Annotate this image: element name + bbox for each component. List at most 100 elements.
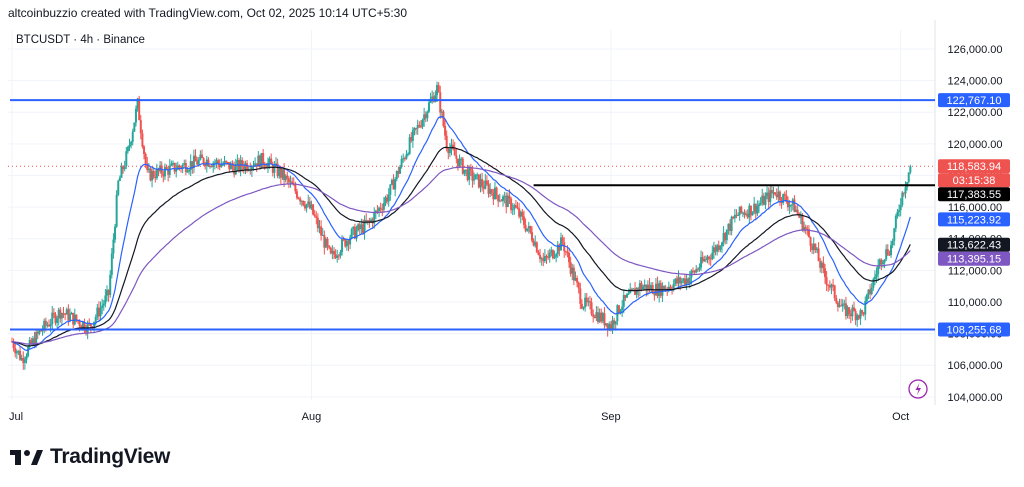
candle-body: [419, 126, 422, 128]
candle-body: [492, 193, 495, 200]
candle-body: [27, 346, 30, 357]
candle-body: [209, 166, 212, 168]
candle-body: [31, 338, 34, 344]
candle-body: [263, 163, 266, 167]
candle-body: [416, 124, 419, 129]
candle-body: [680, 280, 683, 284]
candle-body: [598, 312, 601, 322]
candle-body: [846, 307, 849, 316]
candle-body: [625, 294, 628, 298]
candle-body: [540, 258, 543, 260]
candle-body: [801, 215, 804, 231]
candle-body: [200, 154, 203, 158]
candle-body: [869, 289, 872, 294]
candle-body: [287, 178, 290, 183]
candle-body: [572, 267, 575, 281]
candle-body: [176, 165, 179, 170]
candle-body: [81, 321, 84, 329]
candle-body: [571, 267, 574, 274]
candle-body: [242, 166, 245, 170]
candle-body: [78, 321, 81, 326]
lightning-bolt-icon[interactable]: [908, 379, 928, 399]
candle-body: [643, 284, 646, 287]
candle-body: [788, 205, 791, 208]
candle-body: [97, 307, 100, 317]
candle-body: [447, 148, 450, 154]
candle-body: [577, 282, 580, 289]
candle-body: [524, 224, 527, 231]
candle-body: [907, 172, 910, 183]
candle-body: [674, 278, 677, 284]
candle-body: [737, 215, 740, 217]
candle-body: [68, 314, 71, 321]
candle-body: [398, 166, 401, 174]
candle-body: [795, 209, 798, 212]
candle-body: [545, 256, 548, 258]
candle-body: [759, 203, 762, 205]
candle-body: [461, 158, 464, 174]
candle-body: [128, 145, 131, 148]
candle-body: [619, 310, 622, 314]
candle-body: [332, 250, 335, 255]
candle-body: [389, 184, 392, 195]
candle-body: [833, 285, 836, 299]
candle-body: [165, 167, 168, 169]
candle-body: [54, 314, 57, 323]
candle-body: [244, 163, 247, 170]
candle-body: [191, 161, 194, 168]
candle-body: [822, 262, 825, 269]
candle-body: [279, 168, 282, 178]
x-tick-label: Oct: [892, 411, 909, 423]
candle-body: [506, 195, 509, 208]
candle-body: [543, 256, 546, 262]
candle-body: [437, 85, 440, 93]
candle-body: [117, 180, 120, 195]
candle-body: [519, 211, 522, 217]
candle-body: [20, 358, 23, 360]
candle-body: [569, 262, 572, 274]
candle-body: [260, 153, 263, 168]
candle-body: [481, 179, 484, 187]
candle-body: [827, 284, 830, 286]
candle-body: [682, 278, 685, 281]
candle-body: [460, 158, 463, 160]
candle-body: [877, 265, 880, 275]
candle-body: [495, 187, 498, 196]
candle-body: [46, 324, 49, 326]
candle-body: [318, 226, 321, 229]
candle-body: [373, 212, 376, 224]
candle-body: [35, 332, 38, 346]
candle-body: [724, 233, 727, 241]
candle-body: [696, 269, 699, 271]
candle-body: [218, 163, 221, 168]
candle-body: [316, 218, 319, 229]
candle-body: [630, 288, 633, 290]
candle-body: [254, 163, 257, 166]
candle-body: [774, 192, 777, 195]
candle-body: [320, 226, 323, 236]
candle-body: [764, 196, 767, 205]
candle-body: [902, 192, 905, 194]
candle-body: [531, 232, 534, 241]
tradingview-brand[interactable]: TradingView: [10, 445, 170, 469]
candle-body: [890, 245, 893, 256]
candle-body: [511, 209, 514, 211]
candle-body: [754, 203, 757, 214]
candle-body: [229, 163, 232, 170]
candle-body: [339, 252, 342, 256]
candle-body: [645, 284, 648, 291]
candle-body: [411, 130, 414, 141]
candle-body: [617, 305, 620, 314]
candle-body: [349, 237, 352, 245]
candle-body: [64, 313, 67, 315]
candle-body: [677, 277, 680, 284]
candle-body: [387, 194, 390, 202]
candle-body: [582, 307, 585, 309]
candle-body: [328, 245, 331, 248]
candle-body: [693, 270, 696, 273]
candle-body: [123, 166, 126, 170]
candle-body: [133, 122, 136, 132]
candle-body: [667, 286, 670, 290]
candle-body: [283, 169, 286, 181]
